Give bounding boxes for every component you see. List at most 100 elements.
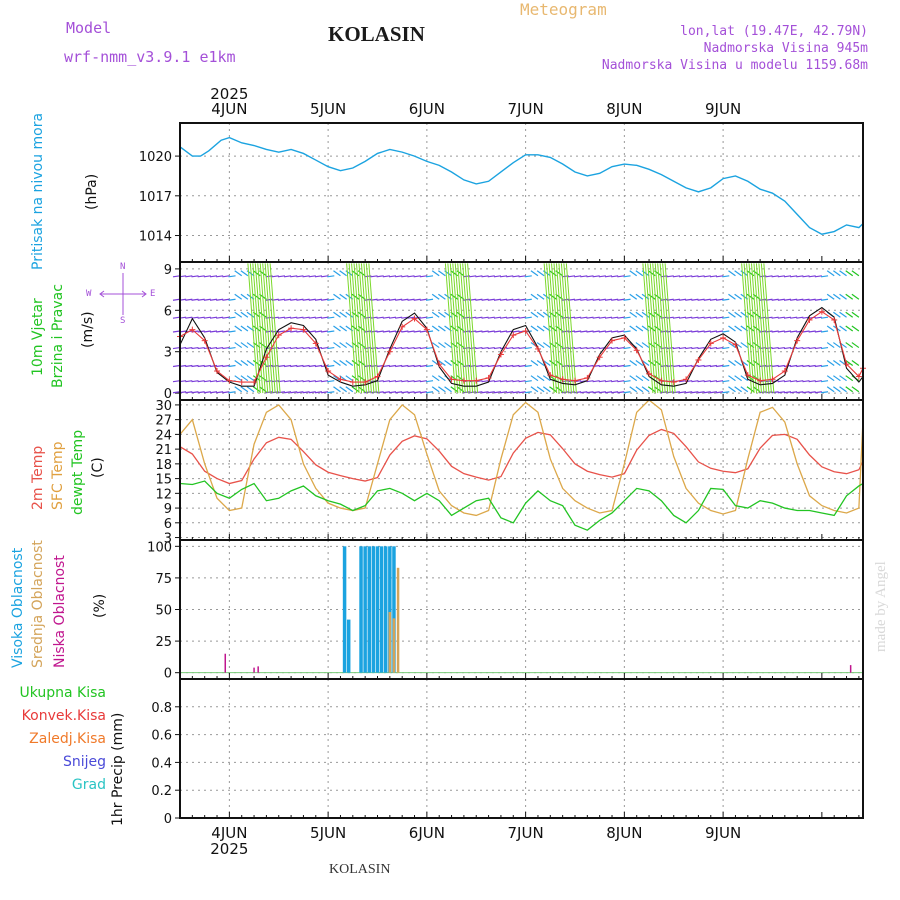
wind-vector [197, 346, 205, 350]
wind-vector [327, 298, 335, 301]
wind-rose-s: S [120, 316, 126, 326]
wind-hatch [654, 263, 666, 394]
wind-vector [777, 330, 785, 333]
wind-vector [703, 298, 711, 301]
wind-rose-n: N [120, 262, 126, 272]
wind-vector [450, 386, 459, 393]
wind-vector [413, 380, 421, 383]
wind-vector [407, 380, 415, 383]
wind-vector [172, 364, 181, 368]
wind-vector [271, 275, 279, 278]
wind-vector [796, 275, 804, 278]
wind-vector [697, 298, 705, 301]
bottom-day-label: 8JUN [606, 824, 642, 842]
top-day-label: 9JUN [705, 100, 741, 118]
wind-vector [833, 293, 841, 300]
wind-vector [796, 346, 804, 350]
y-tick-label: 0.6 [151, 729, 172, 744]
wind-vector [709, 298, 718, 301]
wind-vector [678, 330, 687, 333]
wind-hatch [743, 263, 755, 394]
wind-vector [284, 275, 292, 278]
wind-vector [388, 316, 397, 319]
wind-vector [487, 346, 495, 350]
wind-vector [512, 391, 520, 394]
wind-vector [524, 298, 532, 301]
wind-vector [567, 316, 576, 319]
panel-frame [179, 399, 864, 541]
wind-vector [395, 391, 403, 394]
wind-vector [635, 360, 644, 366]
wind-vector [191, 316, 199, 319]
wind-vector [345, 386, 354, 393]
wind-vector [512, 380, 520, 383]
wind-vector [851, 270, 860, 277]
wind-vector [308, 380, 316, 383]
wind-vector [536, 270, 545, 277]
wind-vector [678, 298, 687, 301]
y-tick-label: 0.4 [151, 756, 172, 771]
wind-vector [678, 391, 687, 394]
wind-vector [321, 346, 329, 350]
wind-vector [666, 316, 674, 319]
wind-vector [623, 298, 631, 301]
wind-vector [240, 270, 249, 277]
wind-vector [197, 391, 205, 394]
wind-vector [265, 391, 273, 394]
wind-vector [376, 346, 384, 350]
wind-vector [611, 275, 619, 278]
wind-vector [536, 311, 545, 318]
wind-vector [802, 298, 810, 301]
wind-vector [592, 330, 600, 333]
wind-vector [796, 364, 804, 368]
wind-vector [506, 298, 514, 301]
wind-vector [783, 380, 792, 383]
wind-hatch [358, 263, 370, 394]
wind-vector [728, 360, 736, 366]
wind-vector [197, 298, 205, 301]
wind-vector [284, 298, 292, 301]
wind-vector [357, 375, 366, 382]
wind-vector [814, 391, 822, 394]
wind-vector [388, 364, 397, 368]
wind-vector [438, 270, 446, 277]
wind-vector [462, 330, 471, 333]
wind-vector [697, 316, 705, 319]
wind-vector [536, 375, 545, 382]
wind-vector [321, 275, 329, 278]
wind-vector [271, 380, 279, 383]
panel-cloud: 0 25 50 75 100 [147, 539, 864, 682]
wind-vector [771, 275, 779, 278]
wind-vector [709, 330, 718, 333]
wind-vector [333, 325, 341, 332]
wind-vector [339, 311, 347, 318]
wind-hatch [353, 263, 365, 394]
wind-vector [265, 364, 273, 368]
wind-vector [814, 298, 822, 301]
wind-vector [216, 364, 224, 368]
temp-line-1 [179, 399, 864, 517]
wind-vector [746, 293, 755, 300]
cloud-bar [379, 546, 384, 673]
wind-vector [339, 360, 347, 366]
wind-vector [765, 275, 773, 278]
wind-vector [345, 375, 354, 382]
wind-vector [321, 380, 329, 383]
wind-vector [771, 298, 779, 301]
wind-vector [419, 298, 427, 301]
wind-vector [216, 316, 224, 319]
wind-vector [604, 316, 613, 319]
wind-vector [345, 360, 354, 366]
wind-vector [388, 298, 397, 301]
wind-vector [388, 330, 397, 333]
wind-vector [623, 275, 631, 278]
wind-vector [425, 391, 434, 394]
wind-vector [839, 375, 847, 382]
wind-vector [302, 298, 310, 301]
wind-vector [524, 391, 532, 394]
wind-vector [284, 364, 292, 368]
wind-vector [820, 330, 829, 333]
cloud-bar [342, 546, 347, 673]
wind-vector [308, 316, 316, 319]
wind-vector [222, 346, 230, 350]
